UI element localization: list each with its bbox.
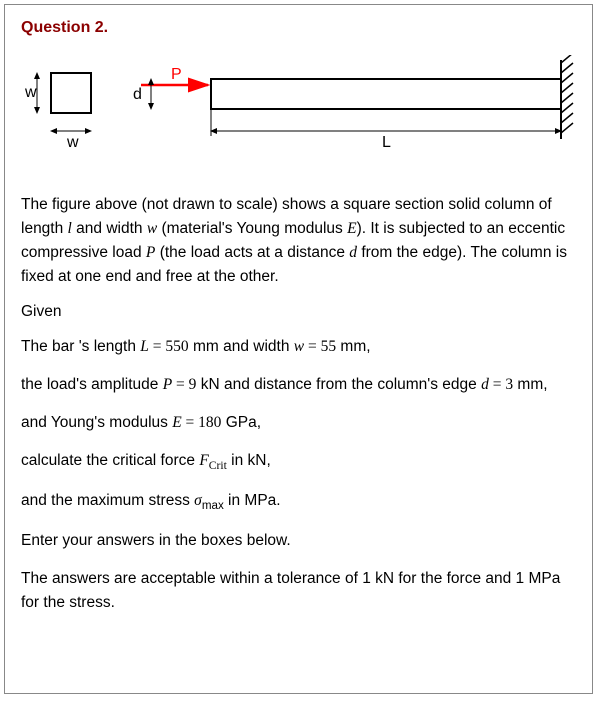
text: mm, xyxy=(513,376,547,393)
beam-diagram: w w Pd L xyxy=(21,55,581,170)
var-sigma: σ xyxy=(194,492,202,509)
text: mm and width xyxy=(189,338,294,355)
var-F: F xyxy=(199,452,208,469)
svg-text:w: w xyxy=(66,134,79,151)
length-line: The bar 's length L = 550 mm and width w… xyxy=(21,335,576,359)
figure: w w Pd L xyxy=(21,55,576,175)
description-paragraph: The figure above (not drawn to scale) sh… xyxy=(21,193,576,289)
text: and the maximum stress xyxy=(21,492,194,509)
sub-max: max xyxy=(202,499,224,512)
svg-text:d: d xyxy=(133,86,142,103)
var-E: E xyxy=(347,220,356,237)
text: calculate the critical force xyxy=(21,452,199,469)
question-title: Question 2. xyxy=(21,19,576,37)
text: in MPa. xyxy=(224,492,281,509)
text: mm, xyxy=(336,338,370,355)
var-w: w xyxy=(147,220,157,237)
text: (material's Young modulus xyxy=(157,220,347,237)
text: and Young's modulus xyxy=(21,414,172,431)
modulus-line: and Young's modulus E = 180 GPa, xyxy=(21,411,576,435)
text: kN and distance from the column's edge xyxy=(196,376,481,393)
text: the load's amplitude xyxy=(21,376,163,393)
text: in kN, xyxy=(227,452,271,469)
sigma-line: and the maximum stress σmax in MPa. xyxy=(21,489,576,515)
var-P: P xyxy=(146,244,155,261)
var-d: d xyxy=(349,244,357,261)
tolerance-line: The answers are acceptable within a tole… xyxy=(21,567,576,615)
svg-text:w: w xyxy=(24,84,37,101)
text: GPa, xyxy=(221,414,261,431)
text: (the load acts at a distance xyxy=(155,244,349,261)
svg-text:P: P xyxy=(171,66,182,83)
given-label: Given xyxy=(21,303,576,321)
text: The bar 's length xyxy=(21,338,140,355)
svg-text:L: L xyxy=(382,134,391,151)
text: and width xyxy=(72,220,147,237)
load-line: the load's amplitude P = 9 kN and distan… xyxy=(21,373,576,397)
sub-crit: Crit xyxy=(209,459,227,472)
fcrit-line: calculate the critical force FCrit in kN… xyxy=(21,449,576,475)
enter-line: Enter your answers in the boxes below. xyxy=(21,529,576,553)
question-container: Question 2. wwPdL The figure above (not … xyxy=(4,4,593,694)
